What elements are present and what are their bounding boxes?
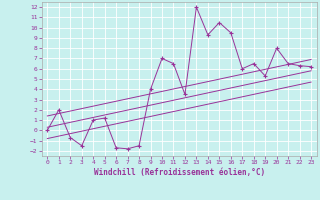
X-axis label: Windchill (Refroidissement éolien,°C): Windchill (Refroidissement éolien,°C) (94, 168, 265, 177)
